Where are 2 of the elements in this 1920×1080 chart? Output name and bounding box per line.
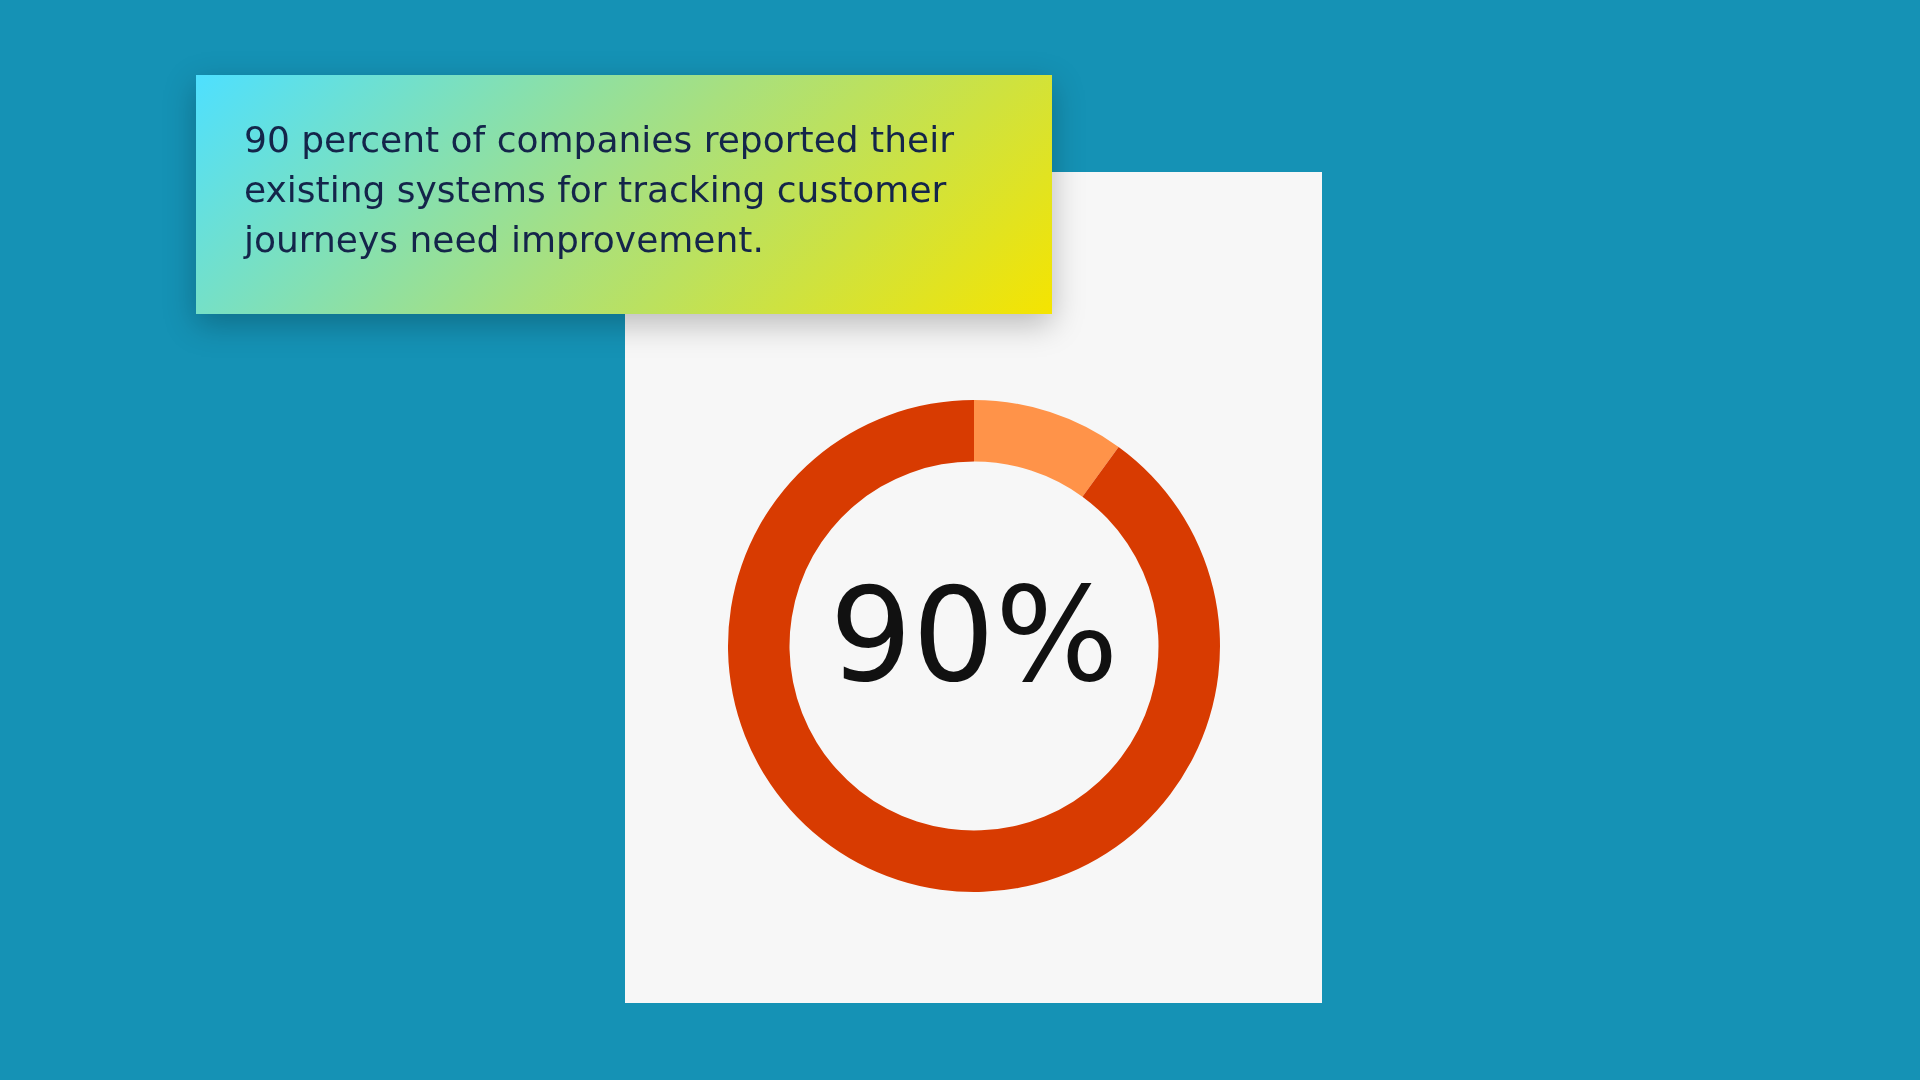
chart-title: 90 percent of companies reported their existing systems for tracking customer journeys need improvement. [244, 119, 954, 260]
data-label: 90% [829, 558, 1119, 711]
